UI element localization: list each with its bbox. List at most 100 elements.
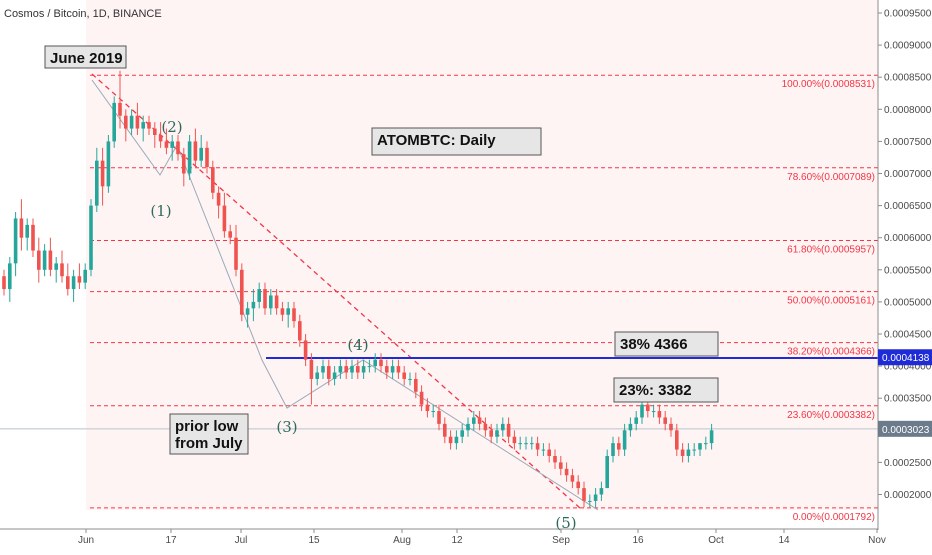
candle [274, 289, 279, 315]
fib-label: 78.60%(0.0007089) [787, 172, 875, 183]
candle-body [599, 488, 604, 495]
candle [611, 436, 615, 463]
candle [448, 430, 453, 450]
x-tick-label: Oct [708, 535, 724, 546]
candle-body [506, 423, 511, 437]
wave-label: (2) [161, 118, 182, 136]
y-tick-label: 0.0006500 [884, 201, 932, 212]
candle-body [274, 295, 279, 309]
candle [245, 301, 250, 328]
candle-body [675, 430, 679, 450]
candle-body [164, 141, 169, 148]
x-tick-label: 12 [451, 535, 463, 546]
candle-body [396, 366, 401, 373]
candle [211, 160, 215, 200]
candle [31, 218, 35, 257]
candle [309, 353, 314, 405]
candle [512, 430, 517, 450]
candle-body [298, 321, 302, 341]
annotation-23-text: 23%: 3382 [619, 382, 692, 399]
candle-body [141, 122, 145, 129]
candle-body [60, 263, 64, 277]
candle [663, 411, 667, 431]
time-axis: Jun 17 Jul 15 Aug 12 Sep 16 Oct 14 Nov [0, 528, 886, 546]
candle-body [350, 366, 354, 373]
fib-label: 50.00%(0.0005161) [787, 296, 875, 307]
y-tick-label: 0.0002000 [884, 490, 932, 501]
candle-body [448, 436, 453, 444]
candle [42, 244, 47, 277]
support-price-tag [878, 349, 932, 366]
candle-body [240, 269, 244, 315]
candle [182, 147, 186, 187]
candle-body [425, 404, 430, 412]
candle-body [257, 289, 261, 302]
candle-body [588, 500, 592, 502]
annotation-23: 23%: 3382 [613, 377, 719, 403]
axis-background [878, 0, 932, 530]
candle-body [605, 455, 609, 489]
candle-body [646, 404, 650, 412]
candle [460, 423, 464, 444]
y-tick-label: 0.0007000 [884, 169, 932, 180]
fib-label: 100.00%(0.0008531) [782, 79, 875, 90]
candle [570, 468, 575, 489]
candle-body [19, 218, 24, 238]
annotation-june-2019-bg [44, 45, 127, 69]
candle [147, 115, 151, 135]
candle-body [385, 366, 389, 373]
candle [454, 430, 459, 450]
candle-body [622, 430, 627, 450]
x-tick-label: 15 [308, 535, 320, 546]
annotation-prior-low-text: prior low [175, 418, 239, 435]
candle-body [680, 449, 685, 456]
candle [704, 436, 708, 450]
candle-body [286, 308, 290, 315]
price-axis: 0.0009500 0.0009000 0.0008500 0.0008000 0.00… [877, 0, 932, 530]
candle [686, 443, 691, 463]
candle-body [466, 423, 470, 431]
annotation-prior-low-text: from July [175, 435, 243, 452]
candle [518, 436, 522, 450]
candle [170, 134, 174, 161]
candle-body [193, 141, 198, 161]
y-tick-label: 0.0005500 [884, 265, 932, 276]
wave-label: (3) [276, 418, 297, 436]
candle [298, 314, 302, 347]
candle-body [211, 167, 215, 193]
annotation-38-text: 38% 4366 [620, 336, 688, 353]
candle-body [124, 115, 128, 129]
candle [222, 192, 227, 238]
current-price-label: 0.0003023 [882, 425, 930, 436]
candle [216, 186, 221, 219]
candle [622, 423, 627, 456]
candle [535, 436, 540, 456]
candle [414, 372, 418, 399]
candle [95, 147, 99, 213]
annotation-title-bg [371, 127, 542, 156]
annotation-38: 38% 4366 [614, 331, 719, 357]
y-tick-label: 0.0009000 [884, 41, 932, 52]
candle [327, 359, 331, 386]
candle-body [147, 122, 151, 129]
candle [524, 436, 528, 450]
candle [402, 366, 406, 386]
candle [675, 423, 679, 456]
candle-body [669, 423, 673, 431]
candle [77, 263, 82, 290]
candle-body [640, 404, 644, 418]
candle-body [709, 430, 714, 444]
candle-body [611, 443, 615, 456]
fib-label: 38.20%(0.0004366) [787, 347, 875, 358]
candle [141, 115, 145, 142]
current-price-tag [878, 420, 932, 437]
annotation-23-bg [613, 377, 719, 403]
candle-body [361, 366, 366, 373]
y-tick-label: 0.0009500 [884, 9, 932, 20]
fib-levels: 100.00%(0.0008531) 78.60%(0.0007089) 61.80… [0, 74, 878, 523]
candle [199, 134, 203, 168]
symbol-line: Cosmos / Bitcoin, 1D, BINANCE [4, 8, 162, 20]
annotation-prior-low-bg [169, 413, 249, 455]
candle-body [564, 468, 569, 476]
